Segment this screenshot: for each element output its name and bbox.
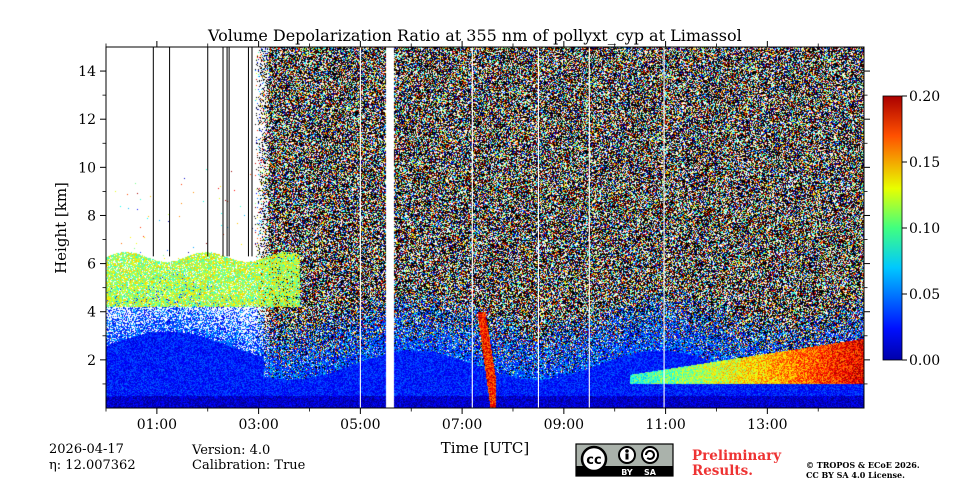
y-tick-label: 8 (87, 208, 96, 224)
preliminary-line-1: Preliminary (692, 448, 782, 464)
x-tick-label: 11:00 (645, 417, 685, 433)
calibration-label: Calibration: True (192, 458, 306, 473)
y-axis: 2 4 6 8 10 12 14 (78, 64, 870, 385)
license-line-2: CC BY SA 4.0 License. (806, 470, 905, 480)
x-tick-label: 03:00 (238, 417, 278, 433)
cc-sa-text: SA (644, 468, 657, 477)
preliminary-line-2: Results. (692, 463, 753, 479)
cc-by-text: BY (621, 468, 633, 477)
colorbar-tick-label: 0.05 (909, 287, 940, 303)
colorbar-tick-label: 0.20 (909, 89, 940, 105)
y-tick-label: 10 (78, 160, 96, 176)
chart-title: Volume Depolarization Ratio at 355 nm of… (208, 26, 742, 45)
colorbar-axis: 0.00 0.05 0.10 0.15 0.20 (902, 89, 940, 369)
date-label: 2026-04-17 (49, 442, 124, 457)
x-axis: 01:00 03:00 05:00 07:00 09:00 11:00 13:00 (105, 41, 819, 433)
cc-license-badge: cc BY SA (575, 443, 674, 477)
y-tick-label: 2 (87, 353, 96, 369)
x-axis-label: Time [UTC] (441, 439, 530, 457)
x-tick-label: 05:00 (340, 417, 380, 433)
y-tick-label: 4 (87, 305, 96, 321)
cc-mark: cc (586, 453, 601, 468)
heatmap-image (106, 47, 864, 408)
profile-lines (152, 47, 665, 408)
plot-frame (105, 46, 865, 409)
y-tick-label: 12 (78, 112, 96, 128)
y-tick-label: 6 (87, 257, 96, 273)
y-axis-label: Height [km] (52, 182, 70, 274)
preliminary-results-note: Preliminary Results. (692, 449, 781, 479)
x-tick-label: 09:00 (544, 417, 584, 433)
colorbar-tick-label: 0.00 (909, 353, 940, 369)
license-line-1: © TROPOS & ECoE 2026. (806, 460, 920, 470)
x-tick-label: 13:00 (747, 417, 787, 433)
colorbar-tick-label: 0.15 (909, 155, 940, 171)
version-label: Version: 4.0 (192, 443, 271, 458)
eta-label: η: 12.007362 (49, 458, 136, 473)
colorbar-tick-label: 0.10 (909, 221, 940, 237)
colorbar (882, 95, 903, 361)
depolarization-heatmap (106, 47, 864, 408)
share-alike-icon (641, 446, 659, 464)
x-tick-label: 07:00 (442, 417, 482, 433)
x-tick-label: 01:00 (137, 417, 177, 433)
license-note: © TROPOS & ECoE 2026. CC BY SA 4.0 Licen… (806, 460, 920, 480)
y-tick-label: 14 (78, 64, 96, 80)
